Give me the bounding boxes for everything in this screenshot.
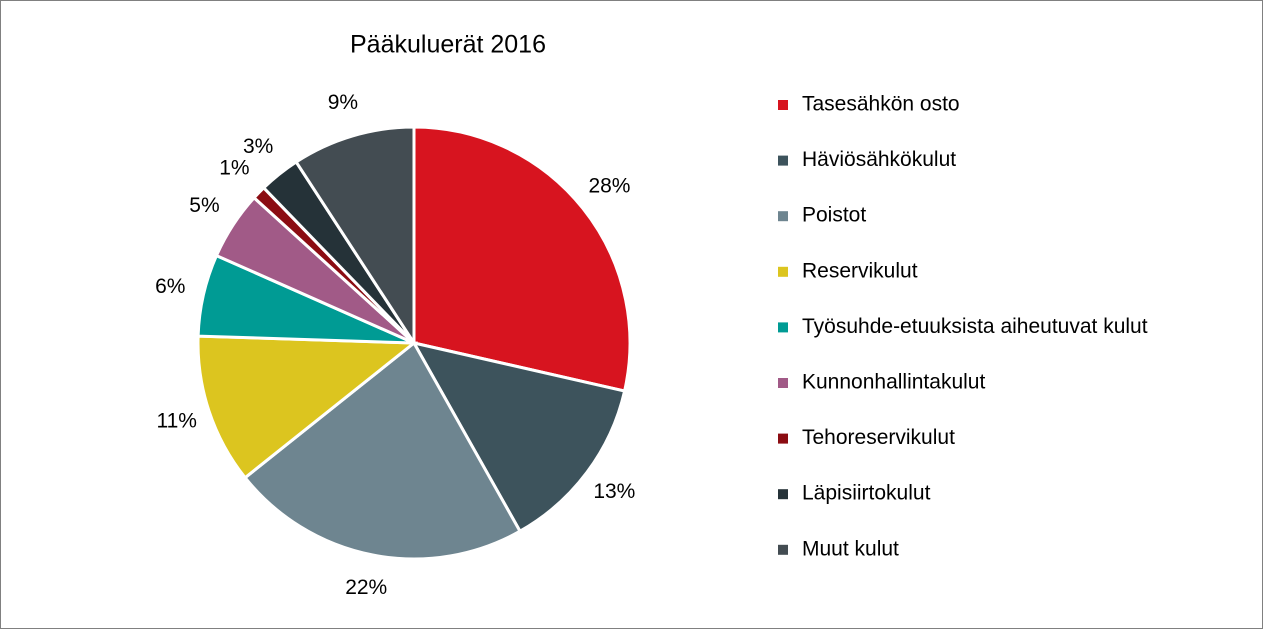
pie-slice bbox=[294, 125, 416, 349]
data-label: 1% bbox=[219, 157, 249, 180]
legend-marker bbox=[778, 433, 788, 444]
legend-label: Työsuhde-etuuksista aiheutuvat kulut bbox=[802, 315, 1148, 338]
legend-marker bbox=[778, 322, 788, 333]
legend-marker bbox=[778, 211, 788, 222]
legend-label: Poistot bbox=[802, 204, 866, 227]
pie-slice bbox=[411, 340, 627, 534]
pie-slice bbox=[412, 125, 632, 393]
legend-label: Läpisiirtokulut bbox=[802, 482, 931, 505]
legend-label: Reservikulut bbox=[802, 259, 918, 282]
data-label: 28% bbox=[588, 175, 630, 198]
legend-label: Kunnonhallintakulut bbox=[802, 371, 985, 394]
chart-title: Pääkuluerät 2016 bbox=[350, 31, 546, 59]
legend-label: Muut kulut bbox=[802, 537, 899, 560]
legend-marker bbox=[778, 378, 788, 388]
data-label: 11% bbox=[156, 409, 196, 432]
legend-marker bbox=[778, 544, 788, 555]
legend-label: Häviösähkökulut bbox=[802, 148, 956, 171]
data-label: 5% bbox=[189, 194, 219, 217]
legend-label: Tehoreservikulut bbox=[802, 426, 955, 449]
legend-label: Tasesähkön osto bbox=[802, 93, 960, 116]
data-label: 9% bbox=[328, 91, 358, 114]
pie-slice bbox=[196, 334, 419, 480]
data-label: 6% bbox=[155, 275, 185, 298]
data-label: 3% bbox=[243, 135, 273, 158]
data-label: 13% bbox=[593, 480, 635, 503]
legend-marker bbox=[778, 100, 788, 110]
pie-slice bbox=[243, 340, 523, 561]
legend-marker bbox=[778, 155, 788, 166]
legend-marker bbox=[778, 489, 788, 500]
legend-marker bbox=[778, 266, 788, 277]
data-label: 22% bbox=[345, 576, 387, 599]
